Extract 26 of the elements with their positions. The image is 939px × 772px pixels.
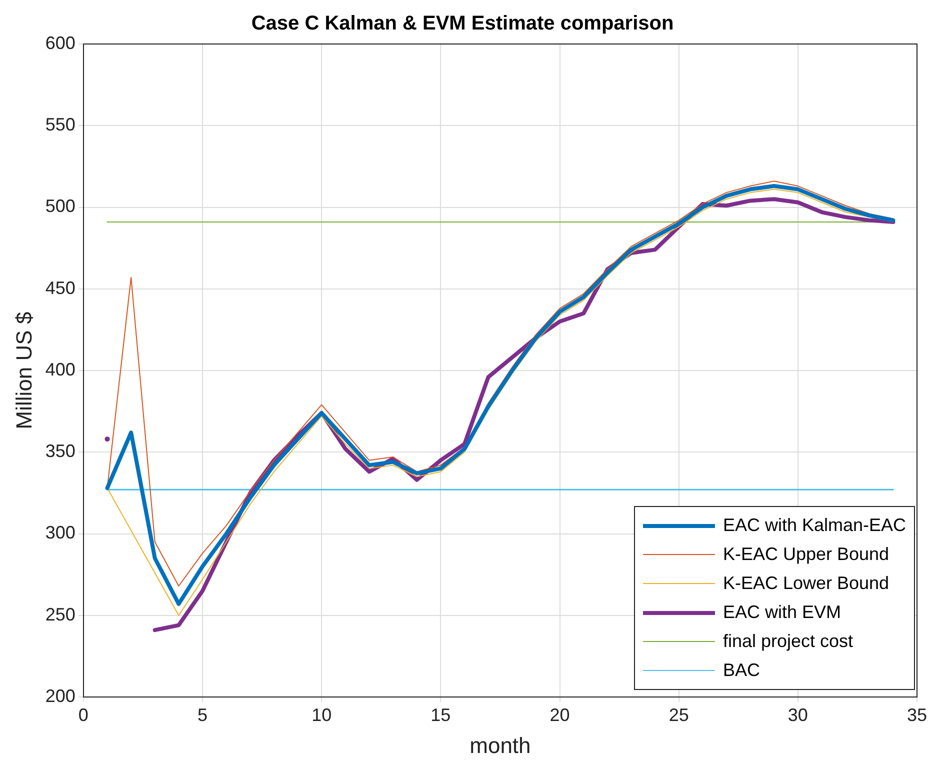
y-tick-label: 350 xyxy=(45,441,76,462)
legend-label: final project cost xyxy=(722,630,853,653)
y-tick-label: 250 xyxy=(45,604,76,624)
y-tick-label: 200 xyxy=(45,686,76,706)
x-axis-title: month xyxy=(470,732,531,758)
y-tick-label: 500 xyxy=(45,196,76,216)
x-tick-label: 15 xyxy=(430,704,451,725)
chart-title: Case C Kalman & EVM Estimate comparison xyxy=(251,12,674,35)
legend-label: EAC with Kalman-EAC xyxy=(722,514,906,537)
y-tick-label: 450 xyxy=(45,278,76,298)
legend-label: K-EAC Upper Bound xyxy=(722,543,890,566)
y-tick-label: 600 xyxy=(45,32,76,53)
x-tick-label: 25 xyxy=(668,704,689,725)
legend-label: BAC xyxy=(722,659,760,682)
x-tick-label: 20 xyxy=(550,704,570,725)
x-tick-label: 0 xyxy=(78,704,88,725)
y-axis-title: Million US $ xyxy=(11,312,36,430)
y-tick-label: 400 xyxy=(45,359,76,380)
y-tick-label: 550 xyxy=(45,114,76,135)
x-tick-label: 35 xyxy=(906,704,928,725)
x-tick-label: 5 xyxy=(198,704,208,725)
legend-label: K-EAC Lower Bound xyxy=(722,572,890,595)
x-tick-label: 30 xyxy=(788,704,808,725)
x-tick-label: 10 xyxy=(312,704,332,725)
y-tick-label: 300 xyxy=(45,522,76,543)
legend-label: EAC with EVM xyxy=(722,601,841,624)
